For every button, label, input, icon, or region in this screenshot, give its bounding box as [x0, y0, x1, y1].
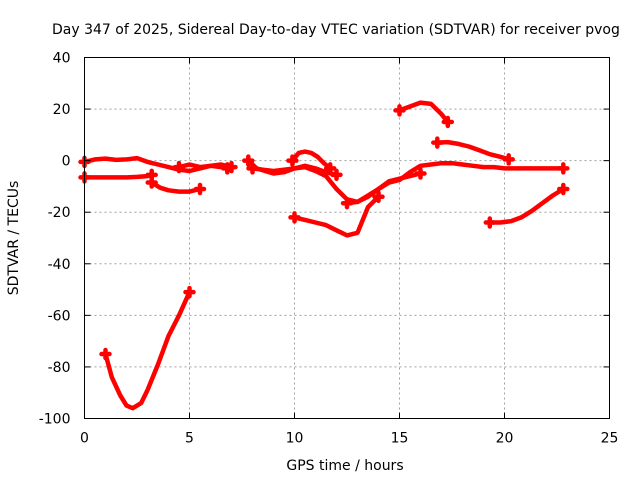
series-point-marker	[221, 162, 234, 175]
x-axis-label: GPS time / hours	[286, 458, 403, 474]
series-arc-11	[397, 100, 451, 125]
x-tick-label: 5	[185, 431, 194, 447]
series-point-marker	[441, 115, 455, 129]
series-point-marker	[557, 162, 570, 175]
series-arc-12	[435, 139, 511, 162]
series-point-marker	[483, 216, 497, 229]
series-arc-3	[149, 180, 203, 194]
series-point-marker	[145, 176, 158, 189]
plot-frame	[84, 57, 610, 419]
series-arc-5	[176, 162, 230, 171]
series-arc-10	[344, 160, 566, 206]
series-point-marker	[502, 153, 515, 166]
y-tick-label: -40	[48, 257, 71, 273]
y-tick-label: 0	[62, 154, 71, 170]
series-point-marker	[183, 285, 196, 299]
series-point-marker	[414, 167, 427, 180]
y-tick-label: -20	[48, 205, 71, 221]
series-point-marker	[557, 182, 570, 196]
x-tick-label: 20	[496, 431, 514, 447]
series-arc-8	[290, 149, 333, 171]
series-point-marker	[288, 211, 301, 224]
series-point-marker	[193, 182, 207, 196]
series-point-marker	[372, 190, 385, 203]
series-arc-7	[250, 163, 339, 178]
series-arc-13	[487, 186, 566, 225]
series-point-marker	[246, 162, 259, 175]
data-series-group	[78, 100, 570, 411]
y-axis-label: SDTVAR / TECUs	[6, 181, 22, 296]
series-point-marker	[330, 168, 343, 182]
series-point-marker	[323, 162, 337, 175]
series-point-marker	[393, 104, 406, 117]
axis-ticks: 0 5 10 15 20 25 40 20 0 -20 -40 -60 -80 -100	[39, 51, 619, 447]
series-point-marker	[286, 154, 299, 167]
series-point-marker	[242, 154, 255, 167]
y-tick-label: -100	[39, 412, 71, 428]
y-tick-label: 20	[53, 102, 71, 118]
series-point-marker	[172, 160, 186, 174]
y-tick-label: 40	[53, 51, 71, 67]
grid-lines	[84, 57, 610, 419]
x-tick-label: 25	[601, 431, 619, 447]
series-point-marker	[99, 347, 112, 361]
series-point-marker	[340, 196, 354, 210]
y-tick-label: -60	[48, 308, 71, 324]
series-arc-9	[292, 194, 381, 238]
series-arc-2	[82, 172, 154, 180]
x-tick-label: 10	[286, 431, 304, 447]
y-tick-label: -80	[48, 360, 71, 376]
x-tick-label: 0	[80, 431, 89, 447]
chart-title: Day 347 of 2025, Sidereal Day-to-day VTE…	[52, 22, 620, 38]
series-arc-4	[103, 289, 192, 411]
x-tick-label: 15	[391, 431, 409, 447]
series-point-marker	[431, 136, 444, 149]
